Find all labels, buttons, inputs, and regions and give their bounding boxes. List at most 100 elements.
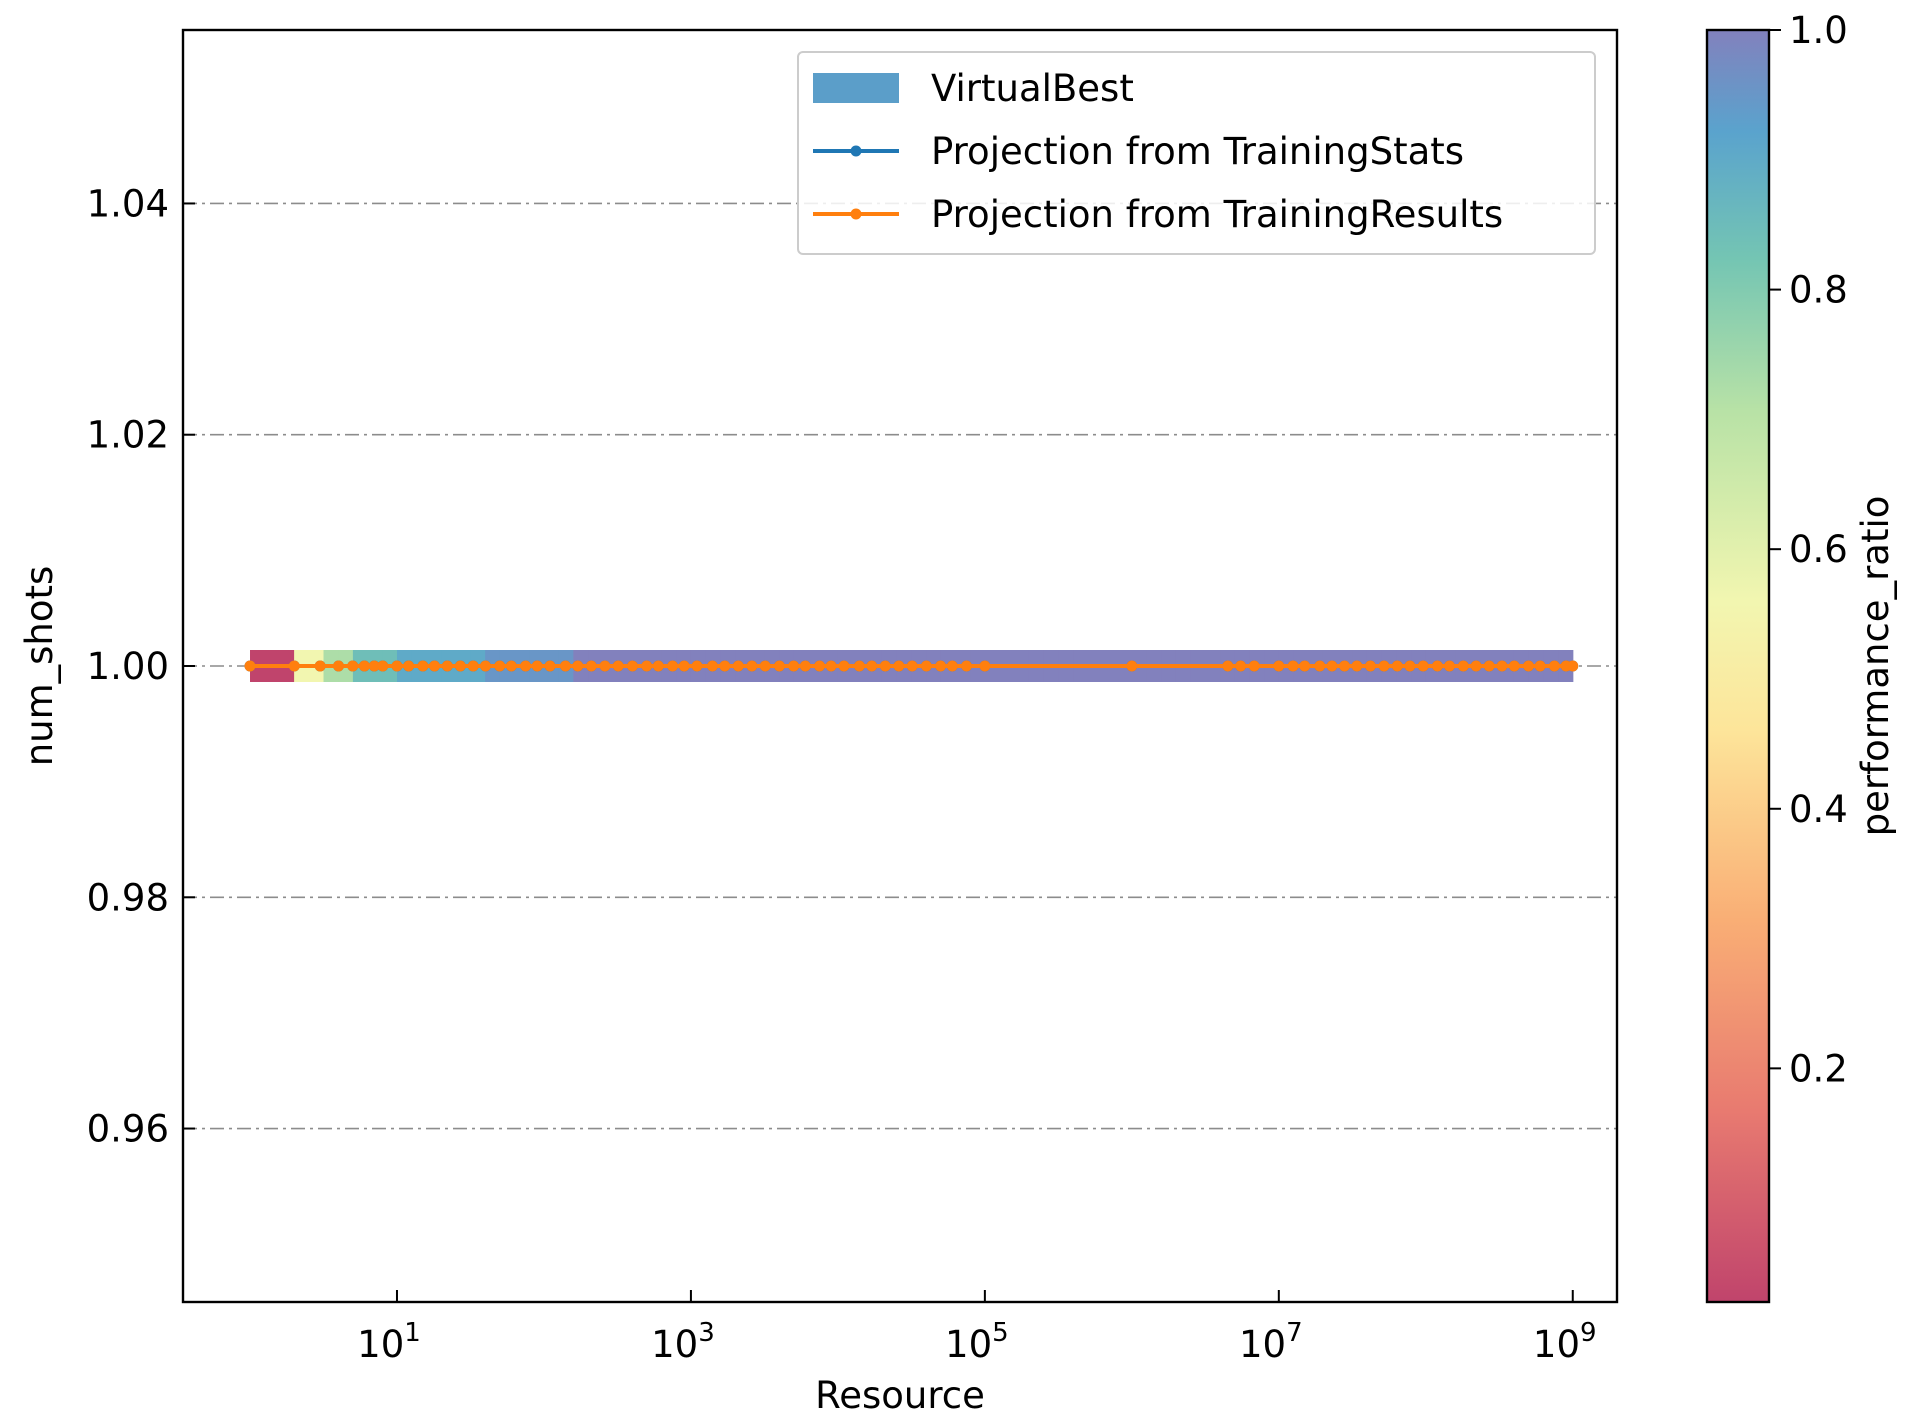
legend-marker — [850, 208, 862, 220]
series-point — [979, 660, 991, 672]
series-point — [505, 660, 517, 672]
series-point — [719, 660, 731, 672]
series-point — [332, 660, 344, 672]
series-point — [906, 660, 918, 672]
series-point — [759, 660, 771, 672]
x-tick-exponent: 1 — [404, 1318, 421, 1348]
series-point — [1326, 660, 1338, 672]
series-point — [1314, 660, 1326, 672]
series-point — [1470, 660, 1482, 672]
series-point — [1567, 660, 1579, 672]
legend-label: Projection from TrainingResults — [931, 193, 1503, 236]
series-point — [391, 660, 403, 672]
series-point — [494, 660, 506, 672]
series-point — [1126, 660, 1138, 672]
series-point — [641, 660, 653, 672]
series-point — [417, 660, 429, 672]
series-point — [1496, 660, 1508, 672]
y-tick-label: 1.00 — [87, 645, 169, 688]
series-point — [935, 660, 947, 672]
series-layer — [244, 660, 1579, 672]
series-point — [314, 660, 326, 672]
x-axis-label: Resource — [815, 1374, 985, 1417]
series-point — [479, 660, 491, 672]
x-tick-label: 107 — [1239, 1318, 1303, 1366]
legend: VirtualBest Projection from TrainingStats… — [797, 51, 1596, 255]
series-point — [467, 660, 479, 672]
series-point — [559, 660, 571, 672]
x-tick-exponent: 3 — [698, 1318, 715, 1348]
series-point — [788, 660, 800, 672]
series-point — [946, 660, 958, 672]
series-point — [347, 660, 359, 672]
colorbar-tick-label: 1.0 — [1789, 9, 1848, 52]
series-point — [572, 660, 584, 672]
legend-swatch — [813, 73, 899, 103]
series-point — [441, 660, 453, 672]
series-point — [1287, 660, 1299, 672]
series-point — [1299, 660, 1311, 672]
series-point — [746, 660, 758, 672]
series-point — [1339, 660, 1351, 672]
series-point — [612, 660, 624, 672]
series-point — [1248, 660, 1260, 672]
series-point — [691, 660, 703, 672]
series-point — [1534, 660, 1546, 672]
series-point — [1273, 660, 1285, 672]
x-tick-label: 109 — [1533, 1318, 1597, 1366]
x-tick-base: 10 — [945, 1323, 992, 1366]
x-tick-exponent: 9 — [1580, 1318, 1597, 1348]
colorbar-label: performance_ratio — [1854, 496, 1897, 837]
series-point — [1364, 660, 1376, 672]
y-tick-label: 0.96 — [87, 1108, 169, 1151]
y-axis-label: num_shots — [18, 566, 61, 767]
series-point — [585, 660, 597, 672]
series-point — [531, 660, 543, 672]
series-point — [1444, 660, 1456, 672]
colorbar-tick-label: 0.2 — [1789, 1047, 1848, 1090]
x-tick-base: 10 — [1239, 1323, 1286, 1366]
series-point — [893, 660, 905, 672]
series-point — [1431, 660, 1443, 672]
series-point — [814, 660, 826, 672]
series-point — [1351, 660, 1363, 672]
series-point — [866, 660, 878, 672]
colorbar-tick-label: 0.6 — [1789, 528, 1848, 571]
series-point — [825, 660, 837, 672]
legend-label: VirtualBest — [931, 67, 1134, 110]
x-tick-base: 10 — [1533, 1323, 1580, 1366]
x-tick-exponent: 5 — [992, 1318, 1009, 1348]
series-point — [1222, 660, 1234, 672]
legend-marker — [850, 145, 862, 157]
series-point — [1378, 660, 1390, 672]
x-tick-label: 103 — [651, 1318, 715, 1366]
series-point — [1548, 660, 1560, 672]
series-point — [403, 660, 415, 672]
colorbar-gradient — [1705, 28, 1771, 1304]
y-tick-label: 0.98 — [87, 876, 169, 919]
series-point — [853, 660, 865, 672]
series-point — [652, 660, 664, 672]
colorbar: 0.2 0.4 0.6 0.8 1.0 performance_ratio — [1705, 9, 1897, 1304]
x-tick-label: 101 — [357, 1318, 421, 1366]
series-point — [1404, 660, 1416, 672]
series-point — [706, 660, 718, 672]
colorbar-tick-label: 0.4 — [1789, 788, 1848, 831]
series-point — [732, 660, 744, 672]
series-point — [838, 660, 850, 672]
series-point — [1483, 660, 1495, 672]
series-point — [678, 660, 690, 672]
series-point — [1523, 660, 1535, 672]
series-point — [288, 660, 300, 672]
series-point — [626, 660, 638, 672]
y-tick-label: 1.02 — [87, 414, 169, 457]
series-point — [667, 660, 679, 672]
series-point — [377, 660, 389, 672]
series-point — [544, 660, 556, 672]
series-point — [244, 660, 256, 672]
series-point — [428, 660, 440, 672]
series-point — [454, 660, 466, 672]
x-tick-base: 10 — [357, 1323, 404, 1366]
